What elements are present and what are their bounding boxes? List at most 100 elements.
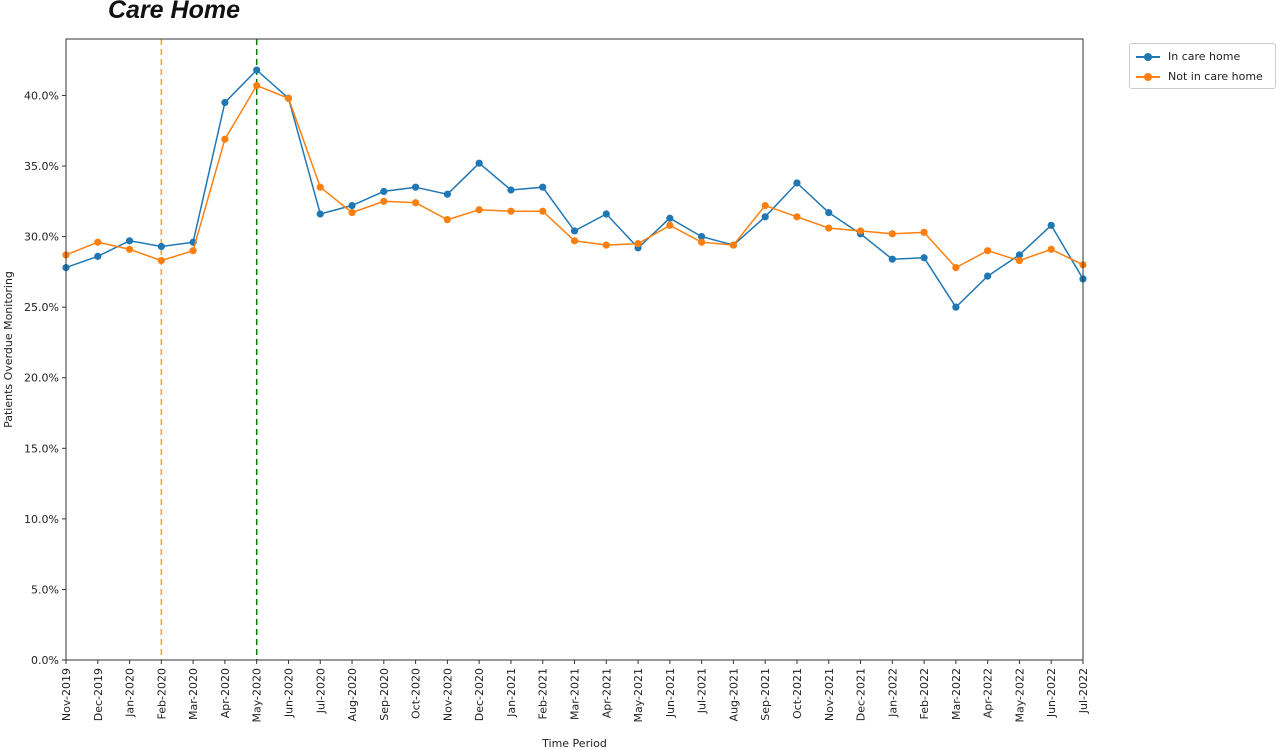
x-tick-label: Mar-2020 [187, 668, 200, 720]
x-tick-label: Apr-2022 [982, 668, 995, 718]
x-axis-label: Time Period [541, 737, 607, 750]
data-point [443, 216, 451, 224]
data-point [1015, 251, 1024, 259]
x-tick-label: Nov-2019 [60, 668, 73, 721]
data-point [284, 94, 293, 102]
legend-item-not-in-care-home: Not in care home [1130, 67, 1275, 87]
data-point [348, 201, 356, 210]
data-point [253, 81, 261, 90]
legend-label: In care home [1168, 50, 1241, 63]
data-point [920, 228, 928, 236]
x-tick-label: Nov-2020 [441, 668, 454, 721]
data-point [539, 183, 547, 191]
legend-marker [1144, 73, 1152, 81]
x-tick-label: Sep-2020 [378, 668, 391, 721]
x-tick-label: Jul-2021 [696, 668, 709, 714]
x-tick-label: Jul-2022 [1077, 668, 1090, 714]
data-point [729, 241, 738, 249]
y-tick-label: 15.0% [24, 442, 59, 455]
data-point [920, 254, 928, 262]
x-tick-label: Jan-2021 [505, 668, 518, 718]
data-point [825, 224, 833, 232]
x-tick-label: Jan-2020 [124, 668, 137, 718]
x-tick-label: Jun-2022 [1045, 668, 1058, 718]
data-point [189, 247, 197, 255]
page-title: Care Home [108, 0, 240, 24]
x-tick-label: Aug-2020 [346, 668, 359, 721]
x-tick-label: Sep-2021 [759, 668, 772, 721]
x-tick-label: Apr-2021 [600, 668, 613, 718]
series-layer [62, 66, 1087, 311]
data-point [253, 66, 261, 74]
series-in-care-home [62, 66, 1087, 311]
data-point [793, 213, 801, 221]
data-point [1015, 256, 1024, 265]
data-point [221, 98, 229, 107]
data-point [94, 252, 102, 260]
data-point [316, 183, 324, 191]
data-point [411, 183, 420, 191]
data-point [348, 208, 356, 217]
x-tick-label: Feb-2022 [918, 668, 931, 719]
data-point [888, 230, 896, 238]
x-tick-label: Mar-2022 [950, 668, 963, 720]
x-tick-label: Jan-2022 [886, 668, 899, 718]
x-tick-label: Dec-2020 [473, 668, 486, 721]
series-not-in-care-home [62, 81, 1087, 272]
data-point [952, 264, 960, 272]
data-point [570, 227, 579, 235]
data-point [316, 210, 324, 218]
y-tick-label: 0.0% [31, 654, 59, 667]
x-tick-label: Feb-2020 [155, 668, 168, 719]
legend-marker [1144, 53, 1152, 61]
x-tick-label: May-2022 [1013, 668, 1026, 723]
x-tick-label: Apr-2020 [219, 668, 232, 718]
y-tick-label: 25.0% [24, 301, 59, 314]
data-point [380, 187, 388, 196]
data-point [666, 214, 674, 222]
data-point [761, 201, 769, 210]
y-tick-label: 5.0% [31, 583, 59, 596]
data-point [952, 303, 960, 311]
x-tick-label: Jul-2020 [314, 668, 327, 714]
data-point [666, 221, 674, 229]
x-tick-label: Oct-2021 [791, 668, 804, 719]
data-point [984, 272, 992, 280]
data-point [856, 227, 865, 235]
reference-lines [160, 39, 258, 660]
data-point [94, 238, 102, 246]
legend-label: Not in care home [1168, 70, 1263, 83]
y-axis-label: Patients Overdue Monitoring [2, 271, 15, 428]
y-tick-label: 20.0% [24, 372, 59, 385]
x-tick-label: Feb-2021 [537, 668, 550, 719]
data-point [507, 186, 515, 194]
series-line [65, 69, 1084, 309]
data-point [475, 159, 483, 167]
data-point [761, 213, 769, 221]
x-tick-label: Dec-2021 [855, 668, 868, 721]
y-tick-label: 35.0% [24, 160, 59, 173]
x-tick-label: Jun-2020 [282, 668, 295, 718]
data-point [984, 247, 992, 255]
y-tick-label: 40.0% [24, 89, 59, 102]
x-tick-label: Jun-2021 [664, 668, 677, 718]
x-axis: Nov-2019 Dec-2019 Jan-2020 Feb-2020 Mar-2020… [60, 660, 1090, 723]
data-point [125, 237, 134, 245]
data-point [380, 197, 388, 205]
legend: In care home Not in care home [1129, 43, 1276, 89]
data-point [888, 255, 896, 263]
data-point [125, 245, 134, 253]
x-tick-label: May-2021 [632, 668, 645, 723]
data-point [475, 206, 483, 214]
data-point [221, 135, 229, 143]
x-tick-label: Nov-2021 [823, 668, 836, 721]
data-point [793, 179, 801, 187]
data-point [539, 207, 547, 215]
y-axis: 0.0% 5.0% 10.0% 15.0% 20.0% 25.0% 30.0% 35.0% 40… [24, 89, 66, 667]
legend-item-in-care-home: In care home [1130, 47, 1275, 67]
x-tick-label: Dec-2019 [92, 668, 105, 721]
data-point [825, 208, 833, 217]
data-point [157, 242, 165, 251]
data-point [698, 238, 706, 246]
